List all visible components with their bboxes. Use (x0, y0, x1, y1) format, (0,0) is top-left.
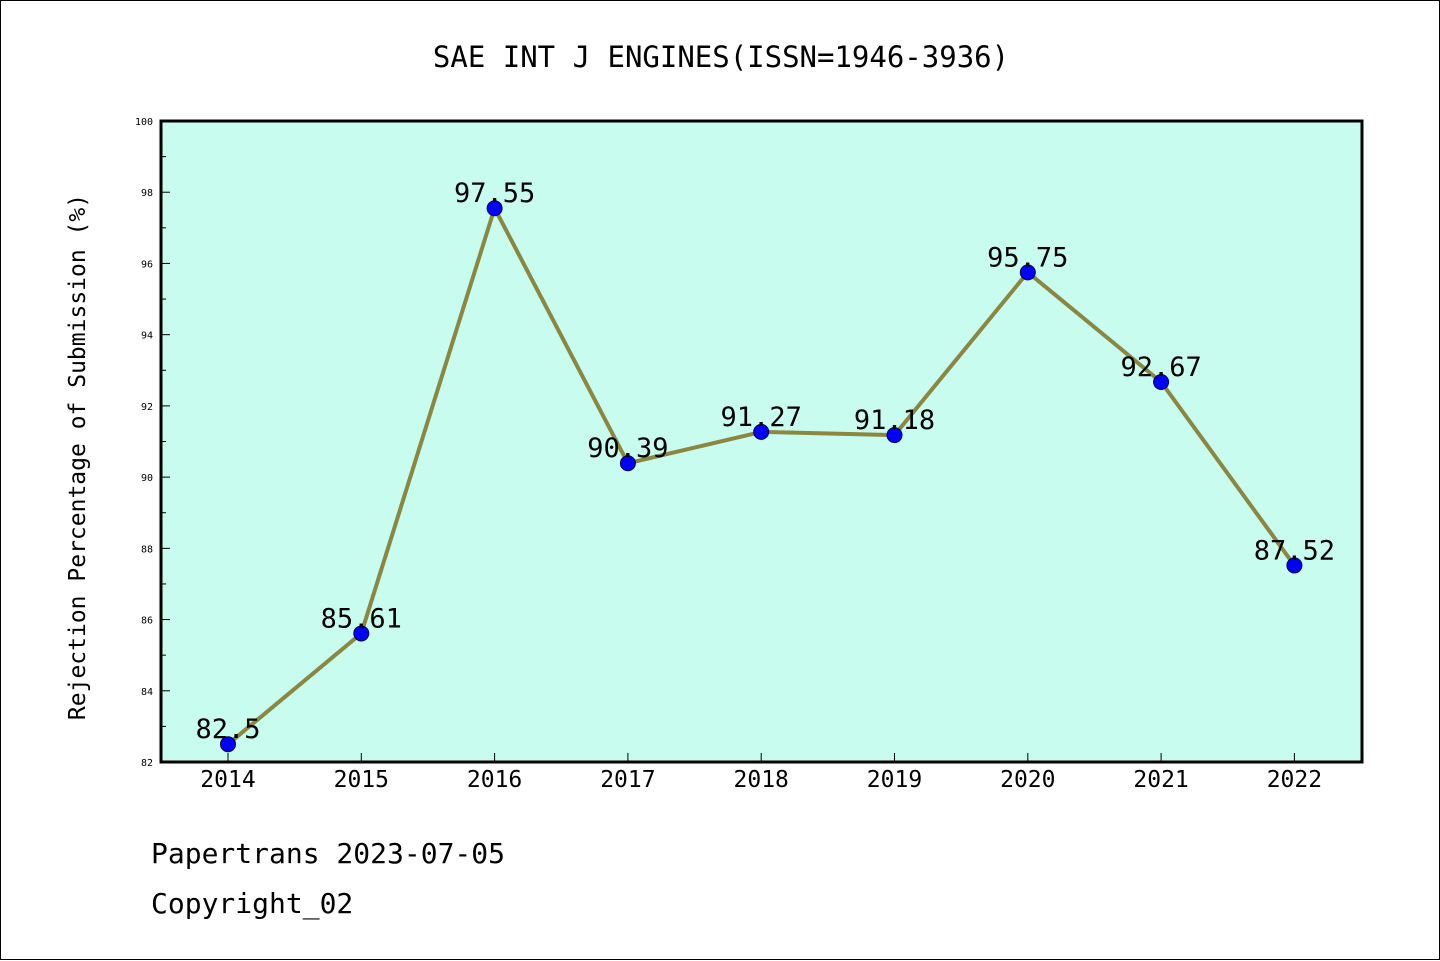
y-tick-label: 94 (141, 331, 153, 342)
x-tick-label: 2016 (467, 767, 522, 793)
y-tick-label: 92 (141, 402, 153, 413)
data-markers (220, 200, 1303, 753)
y-axis-label: Rejection Percentage of Submission (%) (65, 194, 91, 720)
y-tick-label: 98 (141, 188, 153, 199)
footer-copyright-text: Copyright_02 (151, 887, 354, 920)
x-tick-label: 2017 (600, 767, 655, 793)
footer-date-text: Papertrans 2023-07-05 (151, 837, 506, 870)
y-tick-label: 96 (141, 259, 153, 270)
y-tick-label: 82 (141, 758, 153, 769)
data-label: 90.39 (587, 433, 668, 464)
axis-ticks: 82 84 86 88 90 92 94 96 98 100 2014 2015 2016 2017 201… (135, 117, 1322, 793)
plot-border (159, 119, 1364, 764)
data-label: 82.5 (195, 714, 260, 745)
y-tick-label: 86 (141, 616, 153, 627)
data-point-marker (1153, 374, 1170, 391)
y-tick-label: 100 (135, 117, 153, 128)
data-point-marker (753, 423, 770, 440)
data-point-marker (486, 200, 503, 217)
x-tick-label: 2019 (867, 767, 922, 793)
data-point-marker (886, 427, 903, 444)
data-point-marker (1019, 264, 1036, 281)
x-tick-label: 2021 (1133, 767, 1188, 793)
x-tick-label: 2018 (734, 767, 789, 793)
data-point-marker (619, 455, 636, 472)
data-label: 87.52 (1254, 535, 1335, 566)
data-label: 97.55 (454, 178, 535, 209)
x-tick-label: 2014 (200, 767, 255, 793)
y-tick-label: 90 (141, 473, 153, 484)
chart-title: SAE INT J ENGINES(ISSN=1946-3936) (433, 40, 1009, 74)
data-point-marker (220, 736, 236, 753)
x-tick-label: 2020 (1000, 767, 1055, 793)
data-labels: 82.5 85.61 97.55 90.39 91.27 91.18 95.75 92.67 8… (195, 178, 1335, 745)
data-point-marker (353, 625, 370, 642)
plot-area (161, 121, 1362, 762)
data-label: 85.61 (321, 603, 402, 634)
x-tick-label: 2022 (1267, 767, 1322, 793)
data-label: 92.67 (1120, 352, 1201, 383)
y-tick-label: 84 (141, 687, 153, 698)
data-label: 91.27 (721, 402, 802, 433)
data-label: 95.75 (987, 242, 1068, 273)
y-tick-label: 88 (141, 544, 153, 555)
data-point-marker (1286, 557, 1303, 574)
data-label: 91.18 (854, 405, 935, 436)
x-tick-label: 2015 (334, 767, 389, 793)
